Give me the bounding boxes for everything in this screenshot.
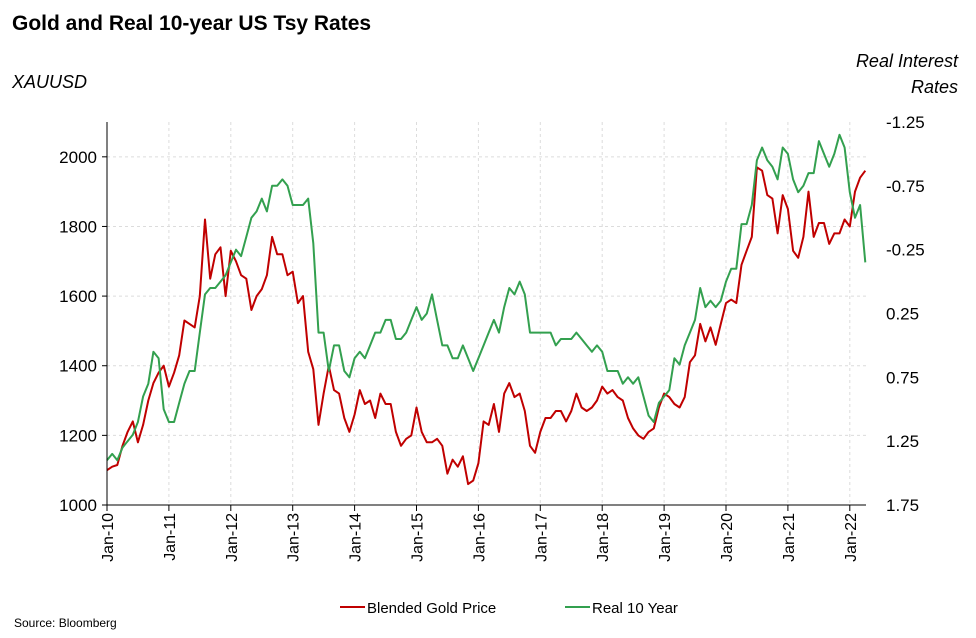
left-axis-tick-label: 1600 [59,287,97,306]
right-axis-tick-label: 1.75 [886,496,919,515]
right-axis-label-line-2: Rates [910,77,958,97]
right-axis-tick-label: 0.25 [886,305,919,324]
x-axis-tick-label: Jan-22 [843,513,860,562]
x-axis-tick-label: Jan-20 [719,513,736,562]
right-axis-tick-label: -0.75 [886,177,925,196]
left-axis-label: XAUUSD [12,72,88,92]
x-axis-tick-label: Jan-18 [595,513,612,562]
right-axis-tick-label: 0.75 [886,368,919,387]
right-axis-tick-label: -1.25 [886,113,925,132]
left-axis-tick-label: 1400 [59,357,97,376]
left-axis-tick-label: 1200 [59,426,97,445]
chart-title: Gold and Real 10-year US Tsy Rates [12,12,372,35]
right-axis-label: Real Interest Rates [798,48,958,100]
x-axis-tick-label: Jan-12 [224,513,241,562]
left-axis-tick-label: 1000 [59,496,97,515]
right-axis-tick-label: 1.25 [886,432,919,451]
source-note: Source: Bloomberg [14,616,117,630]
right-axis-label-line-1: Real Interest [855,51,958,71]
x-axis-tick-label: Jan-11 [162,513,179,561]
x-axis-tick-label: Jan-10 [100,513,117,562]
x-axis-tick-label: Jan-14 [348,513,365,562]
x-axis-tick-label: Jan-16 [471,513,488,562]
left-axis-tick-label: 1800 [59,217,97,236]
left-axis-tick-label: 2000 [59,148,97,167]
x-axis-tick-label: Jan-19 [657,513,674,562]
x-axis-tick-label: Jan-15 [410,513,427,562]
series-line-gold-price [106,166,867,486]
right-axis-tick-label: -0.25 [886,241,925,260]
legend-label: Blended Gold Price [367,600,496,617]
x-axis-tick-label: Jan-13 [286,513,303,562]
x-axis-tick-label: Jan-21 [781,513,798,562]
legend-label: Real 10 Year [592,600,678,617]
x-axis-tick-label: Jan-17 [533,513,550,562]
series-line-real-10-year [106,133,867,462]
